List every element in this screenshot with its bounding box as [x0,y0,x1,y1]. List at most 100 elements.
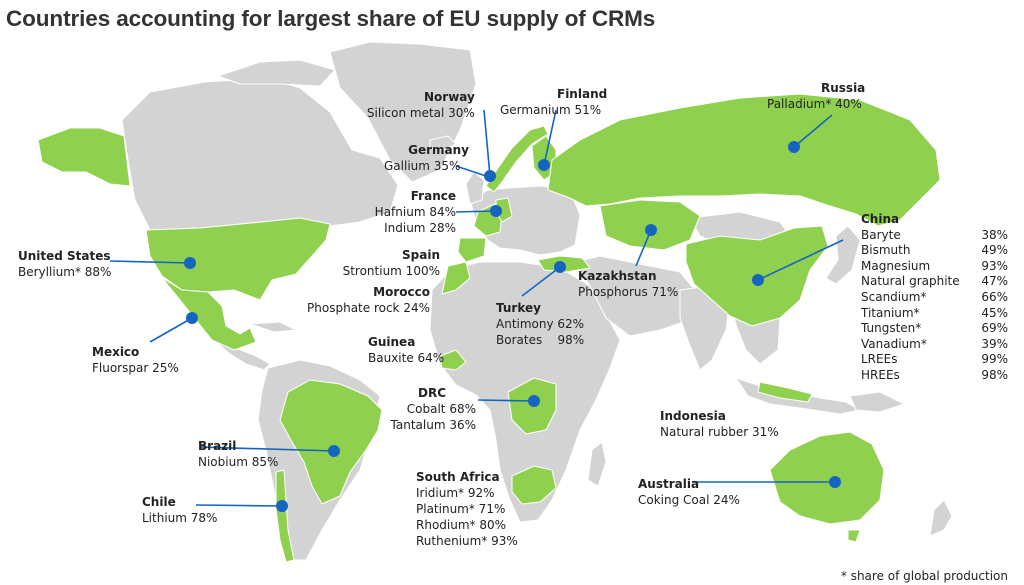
china-row: Natural graphite 47% [861,274,1008,290]
brazil-shape [279,379,383,505]
china-row: Baryte 38% [861,228,1008,244]
page-title: Countries accounting for largest share o… [6,6,656,31]
material-share: Fluorspar 25% [92,361,179,375]
tasmania-shape [847,529,861,543]
country-name: Guinea [368,335,416,349]
material-value: 47% [981,274,1008,289]
morocco-shape [441,261,471,295]
material-name: Magnesium [861,258,931,273]
material-share: Bauxite 64% [368,351,445,365]
material-share: Natural rubber 31% [660,425,779,439]
material-share: Indium 28% [384,221,456,235]
norway-label: Norway Silicon metal 30% [366,89,475,121]
country-name: Chile [142,495,176,509]
material-share: Platinum* 71% [416,502,506,516]
norway-shape [485,125,549,193]
russia-label: Russia Palladium* 40% [767,80,865,112]
turkey-marker [554,261,566,273]
china-leader [757,239,844,281]
material-name: Tungsten* [861,321,922,336]
drc-marker [528,395,540,407]
france-label: France Hafnium 84% Indium 28% [364,188,456,236]
spain-shape [457,237,487,263]
country-name: Norway [424,90,475,104]
material-value: 39% [981,336,1008,351]
material-share: Palladium* 40% [767,97,862,111]
arctic-islands-shape [217,59,336,87]
norway-marker [484,170,496,182]
kazakhstan-leader [635,229,652,267]
brazil-marker [328,445,340,457]
country-name: Australia [638,477,700,491]
material-value: 98% [981,367,1008,382]
mexico-marker [186,312,198,324]
australia-shape [769,431,885,525]
iceland-shape [429,135,457,151]
material-name: HREEs [861,367,900,382]
material-share: Antimony 62% [496,317,585,331]
china-marker [752,274,764,286]
japan-shape [825,225,861,285]
material-share: Lithium 78% [142,511,218,525]
china-row: Magnesium 93% [861,259,1008,275]
spain-label: Spain Strontium 100% [332,247,440,279]
australia-label: Australia Coking Coal 24% [638,476,740,508]
us-leader [109,260,191,264]
turkey-label: Turkey Antimony 62% Borates 98% [496,300,584,348]
kazakhstan-marker [645,224,657,236]
country-name: Brazil [198,439,237,453]
drc-label: DRC Cobalt 68% Tantalum 36% [380,385,476,433]
material-share: Phosphorus 71% [578,285,679,299]
finland-marker [538,159,550,171]
material-share: Tantalum 36% [390,418,476,432]
country-name: DRC [418,386,447,400]
germany-marker [490,205,502,217]
china-row: HREEs 98% [861,368,1008,384]
turkey-leader [521,266,561,297]
chile-leader [195,504,283,507]
brazil-label: Brazil Niobium 85% [198,438,278,470]
country-name: Spain [402,248,440,262]
material-value: 38% [981,227,1008,242]
material-share: Ruthenium* 93% [416,534,518,548]
location-markers [184,141,841,512]
norway-leader [483,109,491,177]
south-africa-label: South Africa Iridium* 92% Platinum* 71% … [416,469,518,549]
country-name: China [861,212,900,226]
new-guinea-shape [849,391,905,413]
australia-marker [829,476,841,488]
russia-shape [547,93,941,227]
indonesia-label: Indonesia Natural rubber 31% [660,408,779,440]
material-name: Natural graphite [861,274,960,289]
france-leader [455,210,495,213]
drc-leader [477,399,535,402]
caribbean-shape [249,321,297,333]
material-share: Iridium* 92% [416,486,495,500]
material-share: Coking Coal 24% [638,493,740,507]
finland-label: Finland Germanium 51% [500,86,607,118]
alaska-shape [37,127,131,187]
country-name: Germany [408,143,469,157]
material-value: 99% [981,352,1008,367]
us-marker [184,257,196,269]
material-share: Borates 98% [496,333,585,347]
chile-label: Chile Lithium 78% [142,494,217,526]
us-label: United States Beryllium* 88% [18,248,111,280]
morocco-label: Morocco Phosphate rock 24% [294,284,430,316]
chile-marker [276,500,288,512]
material-name: Scandium* [861,289,927,304]
china-row: Scandium* 66% [861,290,1008,306]
china-row: Bismuth 49% [861,243,1008,259]
china-label: China Baryte 38% Bismuth 49% Magnesium 93% … [861,212,1008,384]
country-name: Morocco [373,285,430,299]
country-name: Finland [557,87,608,101]
guinea-label: Guinea Bauxite 64% [368,334,444,366]
material-share: Gallium 35% [384,159,461,173]
country-name: Mexico [92,345,140,359]
russia-leader [793,114,833,148]
material-name: LREEs [861,352,898,367]
material-value: 66% [981,289,1008,304]
footnote: * share of global production [840,569,1008,583]
material-share: Strontium 100% [342,264,440,278]
